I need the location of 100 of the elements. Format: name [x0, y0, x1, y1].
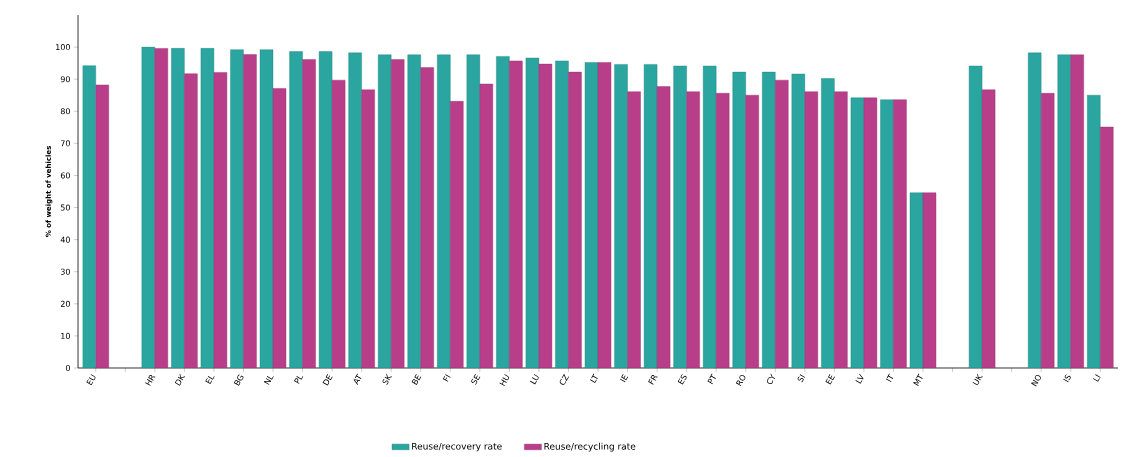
bar: [289, 51, 303, 368]
x-tick-label: MT: [913, 373, 923, 387]
bar: [686, 91, 700, 368]
x-tick-label: ES: [677, 374, 687, 385]
bar: [466, 54, 481, 368]
y-tick-label: 70: [60, 140, 70, 147]
x-tick-label: BE: [411, 374, 422, 385]
bar: [715, 93, 730, 368]
bar: [1040, 93, 1055, 368]
bar: [407, 54, 421, 368]
bar: [420, 67, 434, 368]
x-tick-label: LU: [530, 374, 539, 385]
bar: [377, 54, 392, 368]
legend-label: Reuse/recycling rate: [544, 442, 636, 452]
legend-label: Reuse/recovery rate: [412, 442, 502, 452]
bar: [850, 97, 865, 368]
bar: [496, 56, 510, 368]
bar: [880, 99, 894, 368]
bar: [348, 52, 362, 368]
x-tick-label: NO: [1031, 374, 1041, 387]
bar: [361, 89, 375, 368]
bar: [673, 65, 687, 368]
bar: [555, 60, 569, 368]
bar: [450, 101, 464, 368]
bar: [1087, 95, 1101, 368]
bar: [1100, 126, 1114, 368]
x-tick-label: LT: [589, 373, 598, 383]
x-tick-label: DK: [174, 373, 186, 386]
x-tick-label: LI: [1092, 374, 1101, 382]
bar: [184, 73, 198, 368]
bar: [1027, 52, 1042, 368]
bar: [154, 48, 169, 368]
x-tick-label: SI: [797, 374, 806, 383]
bar: [200, 48, 215, 368]
x-tick-label: HR: [145, 375, 156, 386]
bar: [614, 64, 628, 368]
x-tick-label: UK: [972, 373, 983, 385]
x-tick-label: EU: [86, 374, 96, 386]
bar: [437, 54, 451, 368]
bar: [525, 57, 540, 368]
y-tick-label: 0: [65, 364, 70, 372]
bar: [509, 60, 523, 368]
y-tick-label: 80: [60, 108, 70, 115]
bar: [243, 54, 257, 368]
bar: [171, 48, 185, 368]
x-tick-label: BG: [233, 374, 244, 386]
x-tick-label: FR: [648, 375, 658, 385]
bar: [230, 49, 244, 368]
bar: [791, 73, 806, 368]
x-tick-label: SK: [382, 373, 393, 385]
bar: [390, 59, 405, 368]
x-tick-label: RO: [735, 374, 746, 387]
bar: [775, 79, 789, 368]
bar: [1057, 54, 1071, 368]
bar: [95, 84, 109, 368]
x-tick-label: IS: [1063, 374, 1071, 383]
x-tick-label: IE: [619, 374, 629, 383]
x-tick-label: CZ: [559, 373, 570, 385]
bar: [893, 99, 907, 368]
x-tick-label: HU: [499, 374, 510, 387]
bar: [141, 46, 156, 368]
y-tick-label: 30: [60, 268, 70, 275]
x-tick-label: PL: [294, 376, 304, 384]
bar: [834, 91, 848, 368]
y-tick-label: 90: [60, 76, 70, 83]
x-tick-label: NL: [263, 376, 274, 385]
bar: [318, 51, 333, 368]
bar: [82, 65, 96, 368]
x-tick-label: FI: [442, 374, 451, 382]
bar: [762, 71, 776, 368]
x-tick-label: DE: [322, 374, 333, 386]
x-tick-label: PT: [707, 373, 716, 385]
bar: [702, 65, 717, 368]
bar: [804, 91, 819, 368]
bar: [821, 78, 835, 368]
bar: [568, 71, 582, 368]
bar: [909, 192, 924, 368]
y-tick-label: 100: [56, 44, 70, 51]
x-tick-label: AT: [353, 373, 362, 385]
bar: [1070, 54, 1084, 368]
bar: [479, 83, 494, 368]
bar: [259, 49, 274, 368]
bar: [745, 95, 759, 368]
y-tick-label: 60: [60, 172, 70, 179]
x-tick-label: EL: [205, 376, 215, 385]
bar: [643, 64, 658, 368]
bar: [968, 65, 983, 368]
x-tick-label: LV: [855, 373, 864, 384]
bar: [732, 71, 746, 368]
y-tick-label: 10: [61, 332, 70, 339]
x-tick-label: SE: [471, 374, 481, 385]
bar: [627, 91, 641, 368]
y-tick-label: 50: [60, 204, 70, 211]
bar: [302, 59, 316, 368]
x-tick-label: EE: [825, 374, 835, 385]
bar: [584, 62, 599, 368]
x-tick-label: CY: [766, 373, 775, 385]
y-tick-label: 40: [60, 236, 70, 243]
y-tick-label: 20: [60, 300, 70, 307]
x-tick-label: IT: [885, 373, 894, 383]
